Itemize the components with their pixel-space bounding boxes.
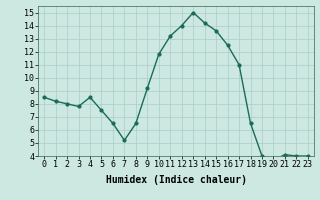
X-axis label: Humidex (Indice chaleur): Humidex (Indice chaleur) <box>106 175 246 185</box>
